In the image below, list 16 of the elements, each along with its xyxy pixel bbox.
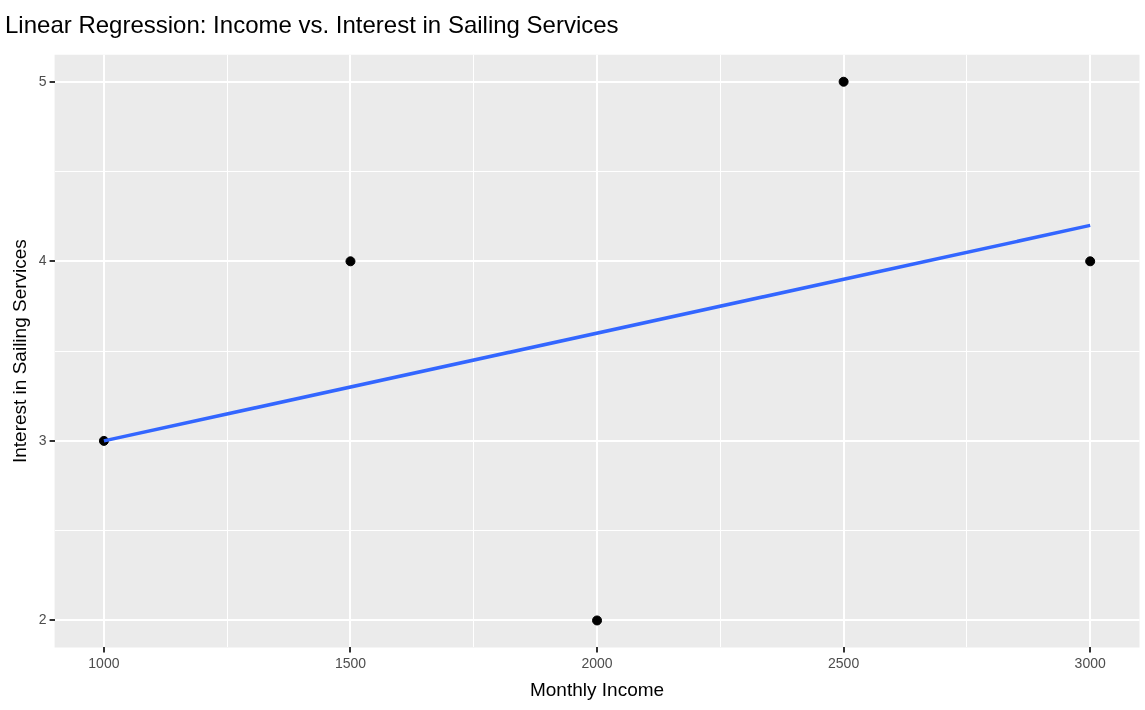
x-tick-label: 1000 [88,654,120,671]
y-tick-label: 2 [38,611,47,628]
point [1085,256,1096,267]
x-tick-label: 2000 [581,654,613,671]
y-tick-label: 4 [38,252,47,269]
x-tick-label: 2500 [828,654,860,671]
x-axis-title: Monthly Income [529,678,665,700]
point [345,256,356,267]
point [592,615,603,626]
chart-title: Linear Regression: Income vs. Interest in Sailing Services [5,11,619,39]
y-axis-title: Interest in Sailing Services [8,239,30,464]
x-tick-label: 1500 [334,654,367,671]
y-tick-label: 3 [38,431,47,448]
point [838,76,849,87]
x-tick-label: 3000 [1074,654,1106,671]
y-tick-label: 5 [38,72,47,89]
